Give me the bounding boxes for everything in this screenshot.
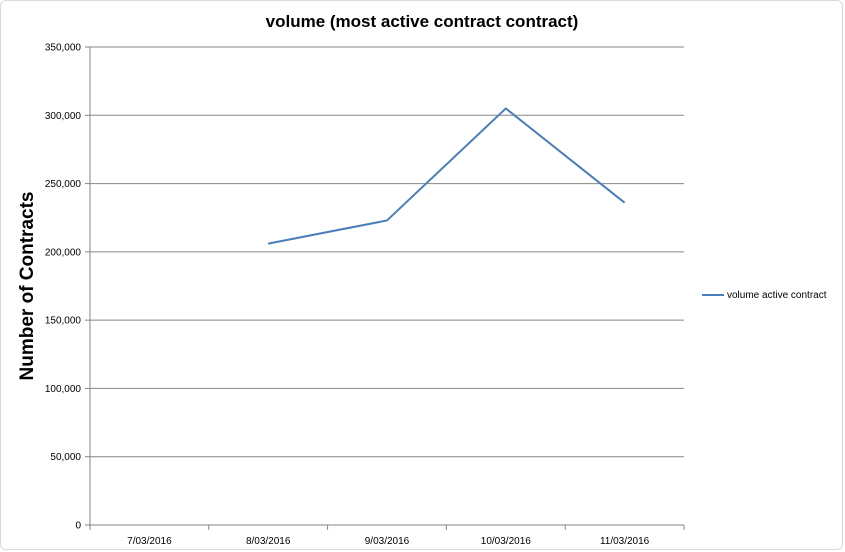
- y-tick-label: 350,000: [45, 43, 82, 54]
- gridlines: [90, 46, 684, 458]
- y-tick-label: 200,000: [45, 247, 82, 258]
- axes: [85, 46, 685, 530]
- y-tick-label: 150,000: [45, 316, 82, 327]
- x-tick-label: 8/03/2016: [246, 536, 291, 547]
- chart-title: volume (most active contract contract): [266, 12, 579, 31]
- series-lines: [268, 107, 626, 245]
- x-tick-label: 7/03/2016: [127, 536, 172, 547]
- y-tick-label: 300,000: [45, 111, 82, 122]
- y-axis-label: Number of Contracts: [17, 192, 38, 381]
- x-tick-label: 11/03/2016: [600, 536, 650, 547]
- y-tick-labels: 0 50,000 100,000 150,000 200,000 250,000 300,0…: [45, 43, 82, 532]
- legend: volume active contract: [702, 290, 827, 301]
- y-tick-label: 100,000: [45, 384, 82, 395]
- y-tick-label: 0: [75, 521, 81, 532]
- legend-label: volume active contract: [727, 290, 827, 301]
- x-tick-label: 10/03/2016: [481, 536, 531, 547]
- y-tick-label: 250,000: [45, 179, 82, 190]
- y-tick-label: 50,000: [50, 452, 81, 463]
- x-tick-labels: 7/03/2016 8/03/2016 9/03/2016 10/03/2016 11/…: [127, 536, 650, 547]
- x-tick-label: 9/03/2016: [365, 536, 410, 547]
- series-line: [268, 107, 626, 245]
